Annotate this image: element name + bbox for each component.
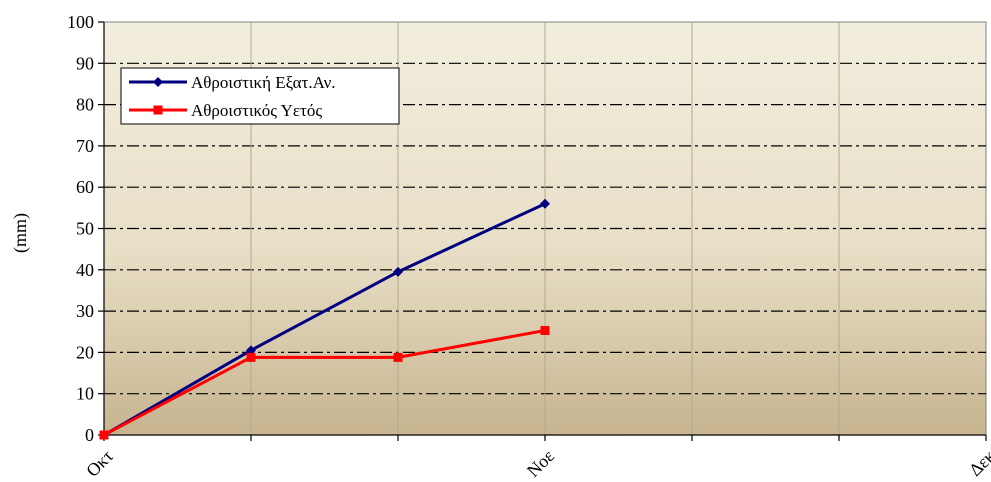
- y-tick-label: 50: [76, 219, 94, 239]
- x-tick-label: Δεκ: [965, 446, 991, 480]
- y-tick-label: 10: [76, 384, 94, 404]
- legend-item: Αθροιστική Εξατ.Αν.: [129, 73, 336, 92]
- y-tick-label: 0: [85, 425, 94, 445]
- x-tick-label: Οκτ: [82, 446, 117, 481]
- y-tick-label: 60: [76, 177, 94, 197]
- y-tick-label: 100: [67, 12, 94, 32]
- series-line: [103, 202, 546, 437]
- legend-label: Αθροιστικός Υετός: [191, 101, 322, 120]
- data-point: [99, 430, 109, 440]
- legend-box: [120, 67, 400, 125]
- y-axis-title: (mm): [10, 213, 31, 253]
- legend-marker: [153, 77, 163, 87]
- data-point: [246, 352, 256, 362]
- series-1: [99, 326, 550, 440]
- y-tick-label: 80: [76, 95, 94, 115]
- legend-marker: [153, 105, 163, 115]
- data-point: [393, 352, 403, 362]
- y-tick-label: 40: [76, 260, 94, 280]
- legend-item: Αθροιστικός Υετός: [129, 101, 322, 120]
- legend: Αθροιστική Εξατ.Αν. Αθροιστικός Υετός: [120, 67, 400, 125]
- y-tick-label: 70: [76, 136, 94, 156]
- data-point: [393, 266, 403, 277]
- y-tick-label: 30: [76, 301, 94, 321]
- y-tick-label: 90: [76, 53, 94, 73]
- x-tick-label: Νοε: [523, 446, 558, 481]
- legend-label: Αθροιστική Εξατ.Αν.: [191, 73, 336, 92]
- series: [99, 198, 550, 440]
- data-point: [540, 198, 550, 209]
- data-point: [246, 345, 256, 356]
- data-point: [540, 326, 550, 336]
- series-line: [103, 329, 546, 437]
- y-tick-label: 20: [76, 342, 94, 362]
